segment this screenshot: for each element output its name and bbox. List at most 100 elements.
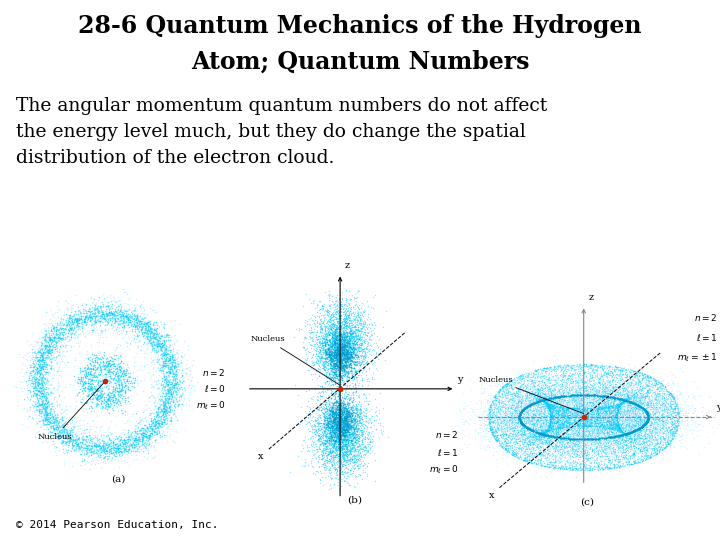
Point (649, 407, 661, 415)
Point (564, 422, 576, 431)
Point (143, 338, 154, 347)
Point (670, 404, 681, 413)
Point (159, 361, 171, 370)
Point (584, 392, 595, 400)
Point (336, 426, 347, 435)
Point (579, 409, 590, 418)
Point (598, 444, 609, 453)
Point (331, 332, 343, 341)
Point (562, 416, 574, 425)
Point (544, 400, 555, 409)
Point (343, 388, 354, 397)
Point (567, 447, 579, 456)
Point (644, 416, 655, 425)
Point (350, 438, 361, 447)
Point (542, 386, 554, 395)
Point (165, 397, 176, 406)
Point (580, 448, 591, 457)
Point (601, 431, 613, 440)
Point (554, 383, 566, 391)
Point (634, 409, 645, 418)
Point (121, 327, 132, 335)
Point (29, 357, 40, 366)
Point (324, 444, 336, 453)
Point (338, 403, 349, 411)
Point (59, 418, 71, 427)
Point (527, 401, 539, 409)
Point (591, 396, 603, 404)
Point (510, 412, 522, 421)
Point (482, 426, 493, 435)
Point (652, 415, 664, 424)
Point (338, 439, 349, 448)
Point (132, 329, 143, 338)
Point (565, 409, 577, 418)
Point (346, 436, 357, 444)
Point (620, 389, 631, 397)
Point (586, 447, 598, 455)
Point (325, 431, 337, 440)
Point (538, 389, 549, 398)
Point (557, 418, 569, 427)
Point (616, 443, 628, 451)
Point (532, 437, 544, 445)
Point (654, 399, 665, 407)
Point (621, 421, 632, 430)
Point (560, 386, 572, 395)
Point (624, 373, 636, 382)
Point (566, 379, 577, 388)
Point (84, 365, 95, 374)
Point (590, 392, 601, 401)
Point (538, 429, 549, 438)
Point (603, 383, 615, 391)
Point (45, 335, 57, 343)
Point (653, 378, 665, 387)
Point (628, 422, 639, 431)
Point (41, 351, 53, 360)
Point (117, 450, 128, 458)
Point (361, 472, 372, 481)
Point (327, 348, 338, 357)
Point (335, 404, 346, 413)
Point (94, 439, 105, 448)
Point (563, 424, 575, 433)
Point (331, 324, 343, 333)
Point (513, 400, 524, 408)
Point (315, 406, 326, 414)
Point (634, 413, 646, 421)
Point (616, 407, 628, 416)
Point (101, 362, 112, 371)
Point (602, 455, 613, 464)
Point (338, 347, 349, 356)
Point (340, 316, 351, 325)
Point (36, 401, 48, 409)
Point (626, 416, 637, 424)
Point (310, 354, 321, 362)
Point (593, 390, 605, 399)
Point (332, 315, 343, 323)
Point (527, 418, 539, 427)
Point (110, 440, 122, 449)
Point (50, 330, 61, 339)
Point (526, 376, 538, 384)
Point (143, 333, 155, 341)
Point (512, 414, 523, 423)
Point (529, 437, 541, 445)
Point (546, 461, 558, 469)
Point (649, 423, 661, 432)
Point (164, 364, 176, 373)
Point (553, 405, 564, 414)
Point (527, 422, 539, 431)
Point (545, 431, 557, 440)
Point (608, 386, 619, 395)
Point (505, 416, 517, 424)
Point (334, 396, 346, 404)
Point (343, 427, 355, 436)
Point (596, 430, 608, 439)
Point (566, 465, 577, 474)
Point (541, 401, 553, 409)
Point (603, 369, 614, 378)
Point (630, 389, 642, 398)
Point (168, 369, 180, 377)
Point (327, 391, 338, 400)
